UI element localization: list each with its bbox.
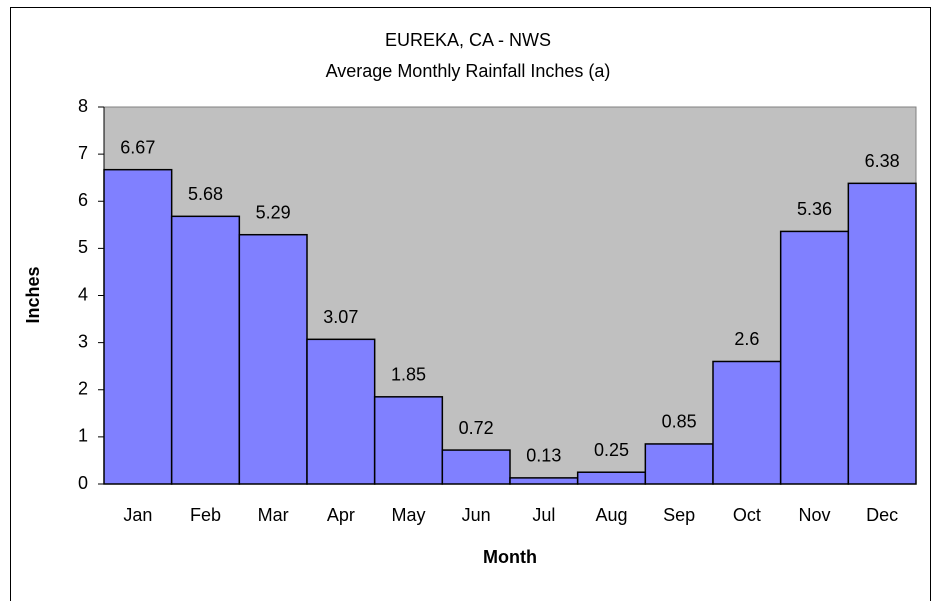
y-tick-label: 7 — [78, 143, 88, 163]
value-label: 1.85 — [391, 365, 426, 385]
x-tick-label: May — [391, 505, 425, 525]
bar — [441, 449, 511, 485]
value-label: 0.13 — [526, 446, 561, 466]
bar — [712, 360, 782, 485]
bar — [576, 471, 647, 485]
x-axis-label: Month — [483, 547, 537, 567]
x-tick-label: Sep — [663, 505, 695, 525]
bar — [170, 215, 241, 485]
y-tick-label: 2 — [78, 379, 88, 399]
y-tick-label: 5 — [78, 237, 88, 257]
y-tick-label: 6 — [78, 190, 88, 210]
value-label: 0.72 — [459, 418, 494, 438]
bar — [509, 477, 579, 485]
value-label: 0.85 — [662, 412, 697, 432]
bar — [238, 233, 308, 485]
x-tick-label: Mar — [258, 505, 289, 525]
x-tick-label: Apr — [327, 505, 355, 525]
x-tick-label: Dec — [866, 505, 898, 525]
bar — [847, 182, 917, 485]
x-tick-label: Jan — [123, 505, 152, 525]
bar — [779, 230, 850, 485]
bar — [373, 396, 444, 485]
chart-title: EUREKA, CA - NWS — [385, 30, 551, 50]
x-tick-label: Jun — [462, 505, 491, 525]
y-tick-label: 4 — [78, 284, 88, 304]
y-axis-label: Inches — [23, 266, 43, 323]
value-label: 0.25 — [594, 440, 629, 460]
x-tick-label: Nov — [798, 505, 830, 525]
value-label: 6.38 — [865, 151, 900, 171]
x-tick-label: Jul — [532, 505, 555, 525]
bar — [644, 443, 714, 485]
x-tick-label: Feb — [190, 505, 221, 525]
x-tick-label: Oct — [733, 505, 761, 525]
value-label: 6.67 — [120, 137, 155, 157]
value-label: 5.29 — [256, 202, 291, 222]
bar — [103, 168, 173, 485]
bar — [306, 338, 376, 485]
value-label: 2.6 — [734, 329, 759, 349]
x-tick-label: Aug — [595, 505, 627, 525]
value-label: 3.07 — [323, 307, 358, 327]
chart-subtitle: Average Monthly Rainfall Inches (a) — [326, 61, 611, 81]
y-tick-label: 3 — [78, 331, 88, 351]
value-label: 5.36 — [797, 199, 832, 219]
y-tick-label: 8 — [78, 96, 88, 116]
y-tick-label: 1 — [78, 426, 88, 446]
y-tick-label: 0 — [78, 473, 88, 493]
value-label: 5.68 — [188, 184, 223, 204]
